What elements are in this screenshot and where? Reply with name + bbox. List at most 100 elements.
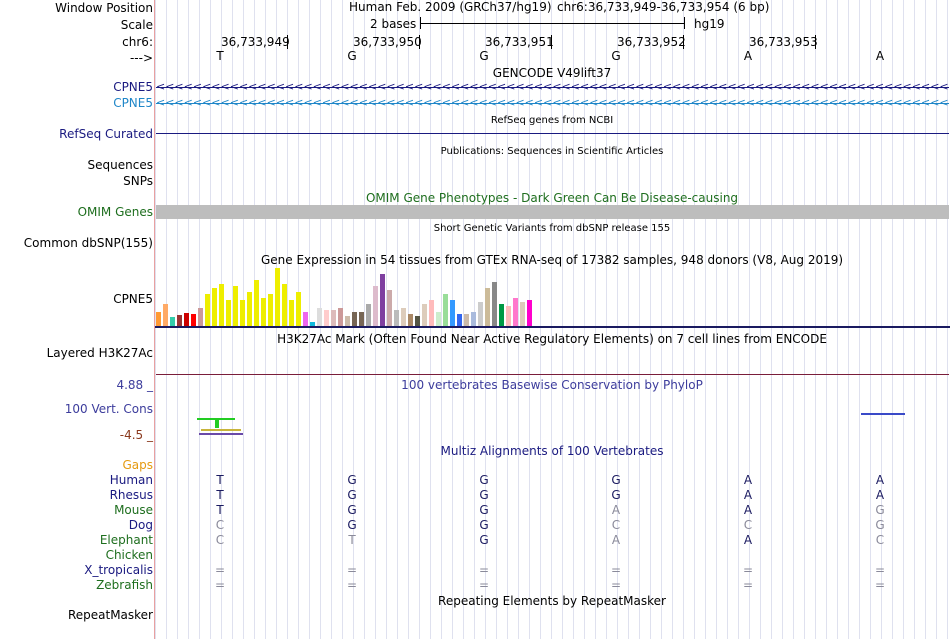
gtex-tissue-bar[interactable] [394, 310, 399, 326]
gtex-tissue-bar[interactable] [317, 308, 322, 326]
gtex-tissue-bar[interactable] [478, 302, 483, 326]
gtex-tissue-bar[interactable] [338, 308, 343, 326]
species-label[interactable]: Dog [128, 518, 153, 532]
gtex-tissue-bar[interactable] [240, 300, 245, 326]
alignment-base: T [216, 488, 224, 502]
gtex-tissue-bar[interactable] [415, 316, 420, 326]
species-label[interactable]: Human [109, 473, 153, 487]
gtex-tissue-bar[interactable] [506, 306, 511, 326]
species-label[interactable]: X_tropicalis [84, 563, 153, 577]
dbsnp-title[interactable]: Short Genetic Variants from dbSNP releas… [433, 223, 671, 234]
grid-line [672, 0, 673, 639]
gtex-tissue-bar[interactable] [191, 314, 196, 326]
gtex-tissue-bar[interactable] [170, 317, 175, 326]
label-gaps[interactable]: Gaps [122, 458, 153, 472]
label-sequences[interactable]: Sequences [87, 158, 153, 172]
gtex-tissue-bar[interactable] [380, 274, 385, 326]
gencode-title[interactable]: GENCODE V49lift37 [492, 66, 612, 80]
gtex-tissue-bar[interactable] [359, 312, 364, 326]
gtex-tissue-bar[interactable] [492, 282, 497, 326]
gtex-tissue-bar[interactable] [163, 304, 168, 326]
gtex-title[interactable]: Gene Expression in 54 tissues from GTEx … [260, 253, 844, 267]
repeatmasker-title[interactable]: Repeating Elements by RepeatMasker [438, 594, 666, 608]
gtex-tissue-bar[interactable] [513, 298, 518, 326]
gtex-tissue-bar[interactable] [268, 294, 273, 326]
gtex-tissue-bar[interactable] [366, 304, 371, 326]
gtex-tissue-bar[interactable] [527, 300, 532, 326]
gtex-tissue-bar[interactable] [226, 300, 231, 326]
gtex-tissue-bar[interactable] [464, 314, 469, 326]
gtex-tissue-bar[interactable] [520, 302, 525, 326]
grid-line [804, 0, 805, 639]
gtex-tissue-bar[interactable] [296, 292, 301, 326]
gtex-tissue-bar[interactable] [198, 308, 203, 326]
phylop-plot[interactable] [155, 408, 950, 438]
gtex-tissue-bar[interactable] [408, 314, 413, 326]
gtex-tissue-bar[interactable] [212, 288, 217, 326]
gtex-tissue-bar[interactable] [457, 314, 462, 326]
gtex-tissue-bar[interactable] [261, 298, 266, 326]
alignment-base: = [610, 578, 622, 592]
gtex-tissue-bar[interactable] [345, 316, 350, 326]
gtex-tissue-bar[interactable] [233, 286, 238, 326]
gtex-tissue-bar[interactable] [254, 280, 259, 326]
label-gtex-gene[interactable]: CPNE5 [113, 292, 153, 306]
species-label[interactable]: Mouse [114, 503, 153, 517]
gtex-tissue-bar[interactable] [499, 304, 504, 326]
multiz-title[interactable]: Multiz Alignments of 100 Vertebrates [440, 444, 664, 458]
label-100-vert-cons[interactable]: 100 Vert. Cons [64, 402, 153, 416]
label-cpne5-gencode-2[interactable]: CPNE5 [113, 96, 153, 110]
gtex-tissue-bar[interactable] [429, 300, 434, 326]
label-repeatmasker[interactable]: RepeatMasker [67, 608, 153, 622]
publications-title[interactable]: Publications: Sequences in Scientific Ar… [440, 146, 664, 157]
gtex-tissue-bar[interactable] [303, 312, 308, 326]
grid-line [826, 0, 827, 639]
species-label[interactable]: Chicken [105, 548, 153, 562]
omim-title[interactable]: OMIM Gene Phenotypes - Dark Green Can Be… [365, 191, 739, 205]
phylop-title[interactable]: 100 vertebrates Basewise Conservation by… [401, 378, 703, 392]
gtex-tissue-bar[interactable] [289, 300, 294, 326]
label-common-dbsnp[interactable]: Common dbSNP(155) [23, 236, 153, 250]
gtex-tissue-bar[interactable] [436, 312, 441, 326]
gtex-tissue-bar[interactable] [373, 286, 378, 326]
gtex-tissue-bar[interactable] [331, 310, 336, 326]
reference-base: T [216, 49, 224, 63]
gtex-tissue-bar[interactable] [485, 288, 490, 326]
cpne5-transcript-line-2[interactable] [156, 103, 949, 104]
gtex-tissue-bar[interactable] [205, 294, 210, 326]
gtex-tissue-bar[interactable] [282, 284, 287, 326]
label-layered-h3k27ac[interactable]: Layered H3K27Ac [46, 346, 153, 360]
gtex-tissue-bar[interactable] [352, 312, 357, 326]
alignment-base: A [611, 533, 621, 547]
species-label[interactable]: Zebrafish [96, 578, 153, 592]
cpne5-transcript-line-1[interactable] [156, 87, 949, 88]
gtex-tissue-bar[interactable] [177, 315, 182, 326]
gtex-tissue-bar[interactable] [387, 290, 392, 326]
species-label[interactable]: Rhesus [109, 488, 153, 502]
gtex-tissue-bar[interactable] [324, 310, 329, 326]
gtex-bar-chart[interactable] [155, 266, 950, 330]
gtex-tissue-bar[interactable] [443, 294, 448, 326]
gtex-tissue-bar[interactable] [310, 322, 315, 326]
species-label[interactable]: Elephant [99, 533, 153, 547]
coordinate-tick [683, 35, 684, 49]
gtex-tissue-bar[interactable] [184, 313, 189, 326]
gtex-tissue-bar[interactable] [422, 304, 427, 326]
gtex-tissue-bar[interactable] [450, 300, 455, 326]
refseq-title[interactable]: RefSeq genes from NCBI [490, 115, 614, 126]
gtex-tissue-bar[interactable] [156, 312, 161, 326]
label-refseq-curated[interactable]: RefSeq Curated [59, 127, 153, 141]
gtex-tissue-bar[interactable] [401, 308, 406, 326]
gtex-tissue-bar[interactable] [247, 292, 252, 326]
refseq-transcript-line[interactable] [156, 133, 949, 134]
grid-line [595, 0, 596, 639]
gtex-tissue-bar[interactable] [219, 284, 224, 326]
h3k27ac-title[interactable]: H3K27Ac Mark (Often Found Near Active Re… [277, 332, 827, 346]
label-cpne5-gencode[interactable]: CPNE5 [113, 80, 153, 94]
gtex-tissue-bar[interactable] [471, 312, 476, 326]
label-omim-genes[interactable]: OMIM Genes [77, 205, 153, 219]
omim-gene-bar[interactable] [156, 205, 949, 219]
alignment-base: C [875, 533, 885, 547]
label-snps[interactable]: SNPs [123, 174, 153, 188]
gtex-tissue-bar[interactable] [275, 268, 280, 326]
